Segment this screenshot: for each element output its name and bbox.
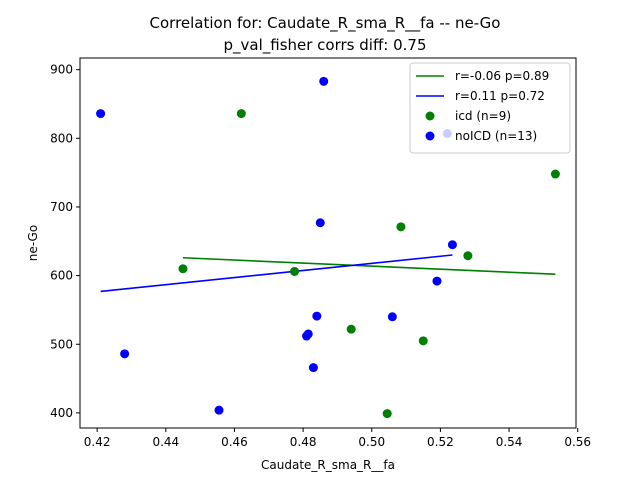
x-tick-label: 0.42 (84, 435, 111, 449)
legend: r=-0.06 p=0.89 r=0.11 p=0.72 icd (n=9) noIC… (409, 62, 571, 154)
data-point (236, 109, 246, 119)
data-point (396, 222, 406, 232)
fit-line (100, 254, 453, 293)
data-point (308, 363, 318, 373)
legend-entry-label: r=0.11 p=0.72 (455, 89, 545, 103)
chart-title: Correlation for: Caudate_R_sma_R__fa -- … (150, 14, 501, 33)
y-tick-label: 500 (50, 337, 73, 351)
x-tick-label: 0.56 (564, 435, 591, 449)
data-point (319, 76, 329, 86)
y-tick-label: 600 (50, 269, 73, 283)
legend-box (409, 62, 571, 154)
data-point (303, 329, 313, 339)
fit-line (182, 256, 556, 276)
legend-entry-label: noICD (n=13) (455, 129, 537, 143)
data-point (214, 405, 224, 415)
data-point (96, 109, 106, 119)
x-tick-label: 0.46 (221, 435, 248, 449)
data-point (550, 169, 560, 179)
x-tick-label: 0.44 (152, 435, 179, 449)
data-point (387, 312, 397, 322)
data-point (315, 218, 325, 228)
data-point (463, 251, 473, 261)
data-point (346, 324, 356, 334)
y-tick-label: 400 (50, 406, 73, 420)
y-axis-ticks: 400 500 600 700 800 900 (50, 63, 80, 420)
data-points (96, 76, 560, 419)
legend-entry-label: icd (n=9) (455, 109, 511, 123)
legend-marker-swatch (425, 111, 435, 121)
fit-lines (100, 254, 556, 293)
x-tick-label: 0.50 (358, 435, 385, 449)
data-point (382, 409, 392, 419)
x-tick-label: 0.52 (427, 435, 454, 449)
legend-marker-swatch (425, 131, 435, 141)
data-point (178, 264, 188, 274)
data-point (418, 336, 428, 346)
data-point (447, 240, 457, 250)
data-point (312, 311, 322, 321)
x-axis-label: Caudate_R_sma_R__fa (261, 458, 395, 472)
data-point (120, 349, 130, 359)
chart-subtitle: p_val_fisher corrs diff: 0.75 (223, 36, 426, 55)
x-tick-label: 0.48 (290, 435, 317, 449)
x-tick-label: 0.54 (496, 435, 523, 449)
data-point (290, 266, 300, 276)
legend-entry-label: r=-0.06 p=0.89 (455, 69, 549, 83)
x-axis-ticks: 0.42 0.44 0.46 0.48 0.50 0.52 0.54 0.56 (84, 428, 591, 449)
y-tick-label: 700 (50, 200, 73, 214)
y-axis-label: ne-Go (26, 225, 40, 261)
y-tick-label: 900 (50, 63, 73, 77)
y-tick-label: 800 (50, 131, 73, 145)
data-point (432, 276, 442, 286)
